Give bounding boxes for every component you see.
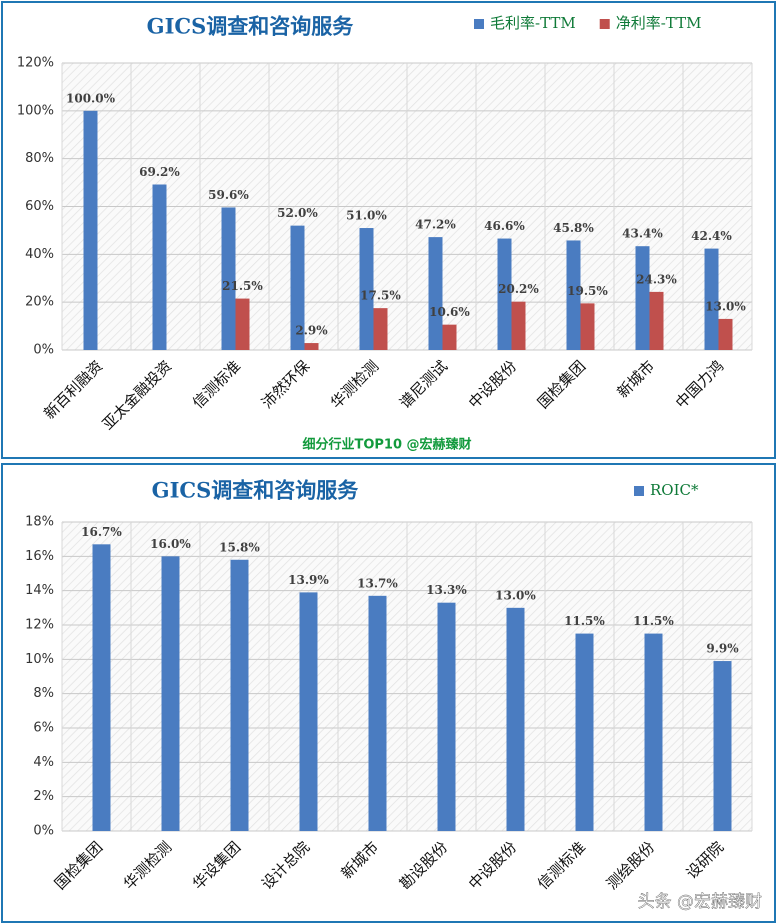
y-tick-label: 18% xyxy=(25,515,54,530)
y-tick-label: 0% xyxy=(33,343,54,358)
bar xyxy=(92,544,111,831)
data-label: 13.0% xyxy=(705,299,746,313)
watermark: 头条 @宏赫臻财 xyxy=(638,892,762,912)
bar xyxy=(373,308,388,350)
bar xyxy=(83,110,98,350)
data-label: 10.6% xyxy=(429,305,470,319)
y-tick-label: 100% xyxy=(17,103,54,118)
bar xyxy=(428,237,443,350)
legend-label: 毛利率-TTM xyxy=(490,14,576,32)
bar xyxy=(506,607,525,831)
bar xyxy=(442,324,457,350)
chart-title: GICS调查和咨询服务 xyxy=(152,478,360,503)
bar xyxy=(718,318,733,350)
data-label: 11.5% xyxy=(633,614,674,628)
data-label: 13.0% xyxy=(495,588,536,602)
bar xyxy=(235,298,250,350)
data-label: 17.5% xyxy=(360,289,401,303)
bar xyxy=(511,301,526,350)
data-label: 13.7% xyxy=(357,576,398,590)
data-label: 13.3% xyxy=(426,583,467,597)
data-label: 46.6% xyxy=(484,219,525,233)
data-label: 19.5% xyxy=(567,284,608,298)
data-label: 100.0% xyxy=(66,91,116,105)
data-label: 21.5% xyxy=(222,279,263,293)
y-tick-label: 14% xyxy=(25,583,54,598)
data-label: 42.4% xyxy=(691,229,732,243)
data-label: 2.9% xyxy=(295,324,328,338)
data-label: 16.7% xyxy=(81,525,122,539)
bar xyxy=(368,595,387,831)
bar xyxy=(497,238,512,350)
y-tick-label: 4% xyxy=(33,755,54,770)
y-tick-label: 0% xyxy=(33,824,54,839)
data-label: 69.2% xyxy=(139,165,180,179)
bar xyxy=(575,633,594,831)
data-label: 59.6% xyxy=(208,188,249,202)
data-label: 45.8% xyxy=(553,221,594,235)
data-label: 13.9% xyxy=(288,573,329,587)
footer-note: 细分行业TOP10 @宏赫臻财 xyxy=(302,437,471,453)
bar xyxy=(713,661,732,831)
y-tick-label: 80% xyxy=(25,151,54,166)
data-label: 24.3% xyxy=(636,272,677,286)
data-label: 20.2% xyxy=(498,282,539,296)
bar xyxy=(635,246,650,350)
y-tick-label: 20% xyxy=(25,295,54,310)
chart-title: GICS调查和咨询服务 xyxy=(147,14,355,39)
y-tick-label: 120% xyxy=(17,56,54,71)
y-tick-label: 2% xyxy=(33,789,54,804)
y-tick-label: 12% xyxy=(25,618,54,633)
bar xyxy=(230,559,249,831)
y-tick-label: 16% xyxy=(25,549,54,564)
bar xyxy=(437,602,456,831)
data-label: 47.2% xyxy=(415,218,456,232)
data-label: 52.0% xyxy=(277,206,318,220)
data-label: 16.0% xyxy=(150,537,191,551)
bar xyxy=(649,291,664,350)
legend-swatch xyxy=(634,486,644,496)
legend-label: ROIC* xyxy=(650,481,699,499)
legend-label: 净利率-TTM xyxy=(616,14,702,32)
bar xyxy=(359,228,374,350)
y-tick-label: 40% xyxy=(25,247,54,262)
data-label: 9.9% xyxy=(706,642,739,656)
bar xyxy=(152,184,167,350)
bar xyxy=(299,592,318,831)
bar xyxy=(290,225,305,350)
legend-swatch xyxy=(474,19,484,29)
bar xyxy=(304,343,319,350)
y-tick-label: 10% xyxy=(25,652,54,667)
bar xyxy=(704,248,719,350)
bar xyxy=(566,240,581,350)
data-label: 43.4% xyxy=(622,227,663,241)
y-tick-label: 8% xyxy=(33,686,54,701)
y-tick-label: 60% xyxy=(25,199,54,214)
bar xyxy=(644,633,663,831)
data-label: 15.8% xyxy=(219,540,260,554)
legend-swatch xyxy=(599,19,610,29)
bar xyxy=(580,303,595,350)
bar xyxy=(161,556,180,831)
y-tick-label: 6% xyxy=(33,721,54,736)
data-label: 51.0% xyxy=(346,209,387,223)
data-label: 11.5% xyxy=(564,614,605,628)
bar xyxy=(221,207,236,350)
